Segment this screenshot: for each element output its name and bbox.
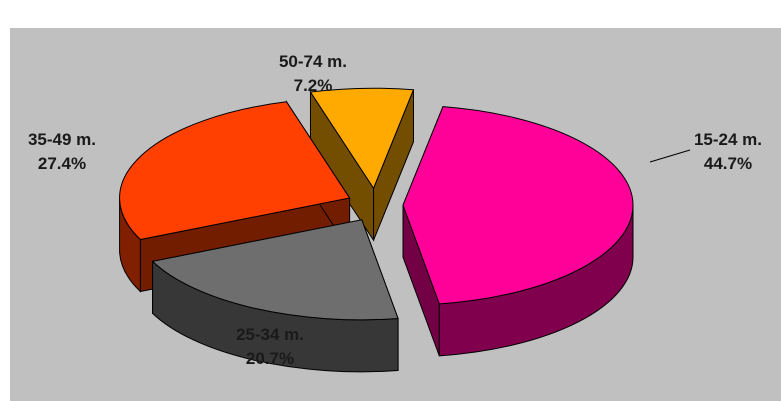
value-label-50-74-m: 7.2% (294, 76, 333, 95)
label-25-34-m: 25-34 m. (236, 325, 304, 344)
slice-50-74-m (309, 87, 415, 242)
label-35-49-m: 35-49 m. (28, 130, 96, 149)
slice-25-34-m (151, 219, 399, 373)
leader-line-15-24-m (649, 149, 691, 163)
value-label-35-49-m: 27.4% (38, 154, 86, 173)
value-label-25-34-m: 20.7% (246, 349, 294, 368)
slice-15-24-m (402, 106, 634, 357)
value-label-15-24-m: 44.7% (704, 154, 752, 173)
label-50-74-m: 50-74 m. (279, 52, 347, 71)
label-15-24-m: 15-24 m. (694, 130, 762, 149)
